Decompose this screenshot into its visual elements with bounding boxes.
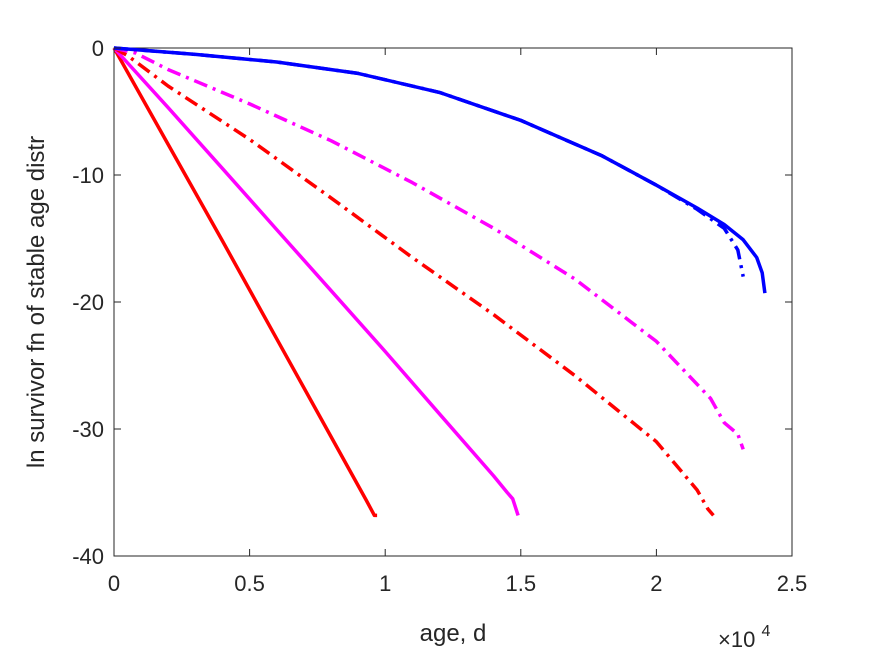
series-line-3	[113, 46, 715, 517]
x-tick-label: 0	[108, 571, 120, 596]
series-layer	[112, 46, 767, 518]
y-axis: 0 -10 -20 -30 -40	[72, 36, 792, 569]
series-line-6	[113, 46, 767, 294]
series-line-4	[113, 46, 745, 450]
x-axis-exponent: ×10 4	[718, 623, 770, 652]
y-tick-label: -10	[72, 163, 104, 188]
x-tick-label: 0.5	[234, 571, 265, 596]
x-tick-label: 1.5	[506, 571, 537, 596]
y-tick-label: -30	[72, 417, 104, 442]
y-axis-label: ln survivor fn of stable age distr	[23, 136, 50, 468]
x-tick-label: 2.5	[777, 571, 808, 596]
plot-area	[113, 47, 793, 557]
x-axis-exponent-base: ×10	[718, 627, 755, 652]
series-line-1	[112, 47, 378, 518]
x-axis-label: age, d	[420, 620, 487, 647]
y-tick-label: -20	[72, 290, 104, 315]
x-tick-label: 2	[650, 571, 662, 596]
x-axis: 0 0.5 1 1.5 2 2.5	[108, 48, 807, 596]
x-axis-exponent-power: 4	[761, 623, 770, 640]
series-line-2	[112, 46, 520, 516]
x-tick-label: 1	[379, 571, 391, 596]
y-tick-label: -40	[72, 544, 104, 569]
y-tick-label: 0	[92, 36, 104, 61]
